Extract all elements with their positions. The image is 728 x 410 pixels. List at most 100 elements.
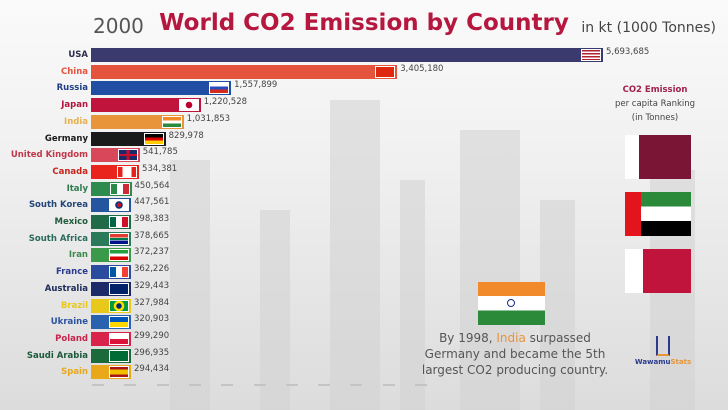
bar — [91, 248, 131, 263]
chart-title: World CO2 Emission by Country — [159, 10, 569, 36]
x-tick — [156, 384, 169, 386]
x-tick — [318, 384, 331, 386]
australia-flag — [109, 282, 129, 295]
year-label: 2000 — [93, 14, 144, 38]
bahrain-flag — [625, 249, 691, 293]
china-flag — [375, 65, 396, 78]
x-tick — [253, 384, 266, 386]
bar — [91, 131, 166, 146]
bar — [91, 98, 201, 113]
bar — [91, 64, 398, 79]
bar — [91, 148, 140, 163]
south-korea-flag — [109, 199, 130, 212]
bar-label: Spain — [61, 367, 88, 378]
logo-text-accent: Stats — [670, 358, 692, 366]
value-label: 1,031,853 — [186, 113, 231, 124]
bar-label: Italy — [66, 183, 88, 194]
bar-label: United Kingdom — [10, 150, 88, 161]
iran-flag — [109, 249, 129, 262]
bar — [91, 265, 131, 280]
bar — [91, 215, 131, 229]
france-flag — [109, 266, 129, 279]
logo-text: Wawamu — [634, 358, 671, 366]
value-label: 320,903 — [134, 314, 170, 325]
x-tick — [188, 384, 201, 386]
japan-flag — [178, 99, 199, 112]
annotation-text-rest: surpassed Germany and became the 5th lar… — [421, 331, 609, 377]
value-label: 5,693,685 — [606, 47, 650, 57]
value-label: 294,434 — [134, 364, 170, 375]
x-tick — [124, 384, 137, 386]
value-label: 299,290 — [134, 330, 170, 341]
bar — [91, 114, 184, 129]
bar-label: USA — [68, 50, 88, 60]
uae-flag — [625, 192, 691, 236]
x-tick — [415, 384, 427, 386]
bar-label: Ukraine — [50, 317, 88, 328]
bar-label: Germany — [44, 133, 88, 144]
germany-flag — [143, 132, 164, 145]
value-label: 450,564 — [134, 180, 170, 191]
bar-label: Mexico — [54, 217, 89, 227]
bar-label: Brazil — [60, 300, 88, 311]
spain-flag — [109, 366, 129, 379]
mexico-flag — [109, 216, 129, 228]
bar-label: Iran — [68, 250, 88, 261]
value-label: 378,665 — [134, 230, 170, 241]
bar — [91, 231, 131, 246]
italy-flag — [109, 182, 130, 195]
value-label: 1,557,899 — [234, 80, 278, 91]
bar-label: Saudi Arabia — [26, 350, 88, 361]
bar-label: Poland — [55, 333, 88, 344]
x-tick — [382, 384, 395, 386]
annotation: By 1998, India surpassed Germany and bec… — [420, 330, 610, 378]
value-label: 362,226 — [134, 264, 170, 275]
qatar-flag — [625, 135, 691, 179]
per-capita-panel: CO2 Emission per capita Ranking (in Tonn… — [600, 83, 710, 125]
bar — [91, 164, 140, 179]
bar-label: Russia — [56, 83, 88, 94]
value-label: 829,978 — [168, 130, 204, 141]
bar-label: Australia — [44, 283, 88, 294]
russia-flag — [209, 82, 230, 95]
per-capita-subtitle: per capita Ranking — [614, 99, 696, 109]
usa-flag — [581, 49, 601, 61]
poland-flag — [109, 332, 129, 345]
bar — [91, 81, 232, 96]
bar — [91, 198, 132, 213]
india-flag — [161, 115, 182, 128]
value-label: 541,785 — [142, 147, 178, 158]
bar — [91, 298, 131, 313]
south-africa-flag — [109, 232, 129, 245]
bar-label: South Africa — [28, 233, 88, 244]
wawamustats-logo: WawamuStats — [633, 336, 693, 366]
uk-flag — [117, 149, 138, 162]
value-label: 3,405,180 — [400, 63, 444, 74]
bar-label: South Korea — [28, 200, 88, 211]
x-tick — [350, 384, 363, 386]
brazil-flag — [109, 299, 129, 312]
saudi-arabia-flag — [109, 349, 129, 362]
bar — [91, 331, 131, 346]
bar — [91, 315, 131, 330]
bar-label: China — [61, 66, 88, 77]
value-label: 1,220,528 — [203, 97, 248, 108]
bar — [91, 365, 131, 380]
bar-label: India — [64, 116, 88, 127]
x-tick — [221, 384, 234, 386]
annotation-text: By 1998, — [439, 331, 497, 345]
value-label: 329,443 — [134, 280, 170, 291]
india-flag-large — [478, 282, 545, 325]
ukraine-flag — [109, 316, 129, 329]
value-label: 534,381 — [142, 163, 178, 174]
canada-flag — [117, 165, 138, 178]
bar — [91, 181, 132, 196]
value-label: 447,561 — [134, 197, 170, 208]
unit-label: in kt (1000 Tonnes) — [581, 20, 716, 36]
per-capita-heading: CO2 Emission — [622, 85, 688, 95]
value-label: 398,383 — [134, 214, 170, 224]
bar — [91, 281, 131, 296]
logo-icon — [656, 336, 670, 356]
value-label: 327,984 — [134, 297, 170, 308]
